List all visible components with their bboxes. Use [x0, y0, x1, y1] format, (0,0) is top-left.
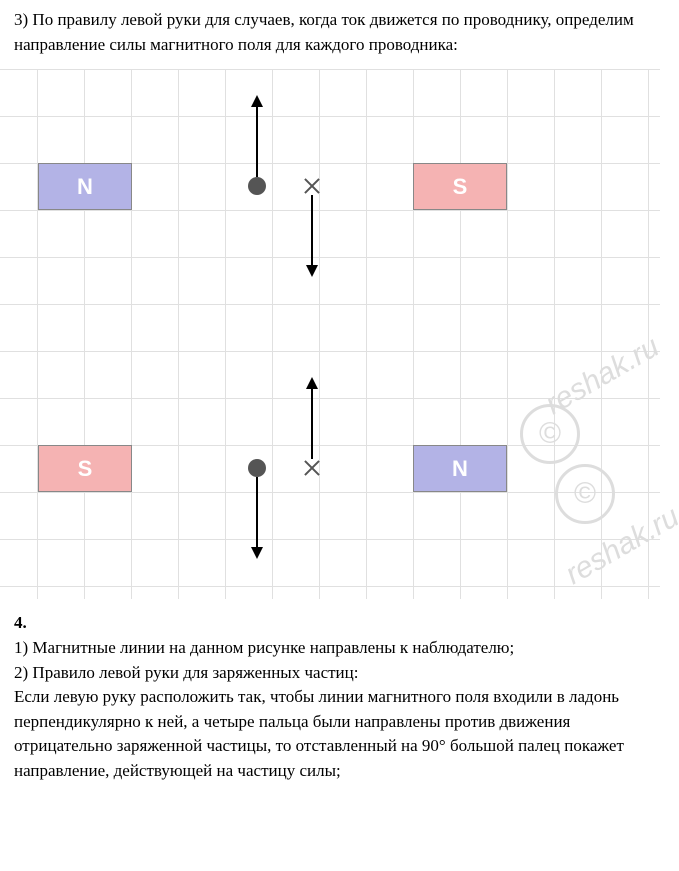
- section4-line2: 2) Правило левой руки для заряженных час…: [14, 661, 665, 686]
- force-arrow-down-s1: [311, 195, 313, 267]
- physics-diagram: N S S N © © reshak.ru reshak.ru: [0, 69, 660, 599]
- section4-line1: 1) Магнитные линии на данном рисунке нап…: [14, 636, 665, 661]
- force-arrow-up-s2: [311, 387, 313, 459]
- magnet-north-s1: N: [38, 163, 132, 210]
- heading-4: 4.: [14, 611, 665, 636]
- current-in-icon: [303, 177, 321, 195]
- paragraph-3: 3) По правилу левой руки для случаев, ко…: [0, 0, 679, 65]
- magnet-label: N: [452, 456, 468, 482]
- grid-background: [0, 69, 660, 599]
- magnet-label: N: [77, 174, 93, 200]
- para3-text: 3) По правилу левой руки для случаев, ко…: [14, 10, 634, 54]
- force-arrow-down-s2: [256, 477, 258, 549]
- current-in-icon: [303, 459, 321, 477]
- magnet-label: S: [78, 456, 93, 482]
- force-arrow-up-s1: [256, 105, 258, 177]
- magnet-south-s1: S: [413, 163, 507, 210]
- magnet-south-s2: S: [38, 445, 132, 492]
- section4-line3: Если левую руку расположить так, чтобы л…: [14, 685, 665, 784]
- magnet-north-s2: N: [413, 445, 507, 492]
- magnet-label: S: [453, 174, 468, 200]
- section-4: 4. 1) Магнитные линии на данном рисунке …: [0, 603, 679, 791]
